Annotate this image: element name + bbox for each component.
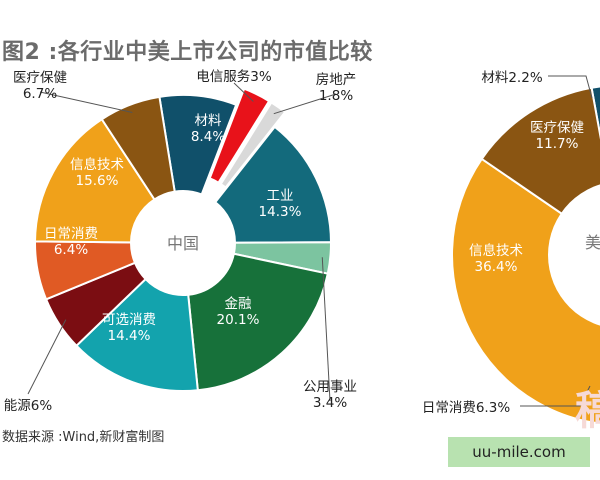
china-slice-9	[33, 117, 156, 244]
china-donut	[33, 87, 333, 392]
source-note: 数据来源 :Wind,新财富制图	[2, 430, 165, 445]
china-label-5: 金融 20.1%	[217, 296, 260, 328]
china-label-4: 公用事业 3.4%	[303, 379, 357, 411]
china-label-2: 房地产 1.8%	[316, 72, 357, 104]
watermark-ghost-glyph: 稿	[575, 387, 600, 434]
china-label-0: 材料 8.4%	[191, 113, 225, 145]
china-slice-3	[213, 125, 333, 244]
china-slice-6	[75, 277, 199, 392]
us-leader-line-materials	[548, 75, 593, 99]
china-slice-5	[187, 252, 329, 392]
china-label-9: 信息技术 15.6%	[70, 156, 124, 189]
watermark-badge: uu-mile.com	[448, 437, 590, 467]
china-label-1: 电信服务3%	[196, 69, 272, 85]
china-slice-1	[208, 87, 271, 185]
us-leader-line-staples	[520, 385, 591, 407]
china-slice-0	[158, 94, 238, 196]
china-label-10: 医疗保健 6.7%	[13, 70, 67, 102]
china-label-7: 能源6%	[4, 398, 53, 414]
us-label-0: 材料2.2%	[481, 70, 542, 86]
us-label-2: 信息技术 36.4%	[469, 242, 523, 275]
us-label-3: 医疗保健 11.7%	[530, 120, 584, 152]
china-center-label: 中国	[167, 234, 199, 253]
china-leader-line-4	[321, 257, 331, 402]
us-label-1: 日常消费6.3%	[422, 400, 510, 416]
us-donut-hole	[548, 184, 600, 326]
china-leader-line-7	[27, 319, 67, 395]
china-label-8: 日常消费 6.4%	[44, 226, 98, 258]
china-label-3: 工业 14.3%	[259, 188, 302, 220]
china-slice-2	[219, 101, 287, 189]
china-leader-line-10	[39, 91, 133, 113]
chart-title: 图2 :各行业中美上市公司的市值比较	[2, 40, 373, 65]
china-donut-hole	[133, 193, 233, 293]
china-label-6: 可选消费 14.4%	[102, 312, 156, 344]
china-leader-line-1	[233, 82, 254, 102]
china-slice-10	[100, 95, 176, 201]
china-leader-line-2	[273, 93, 337, 115]
us-center-label: 美	[585, 233, 600, 252]
